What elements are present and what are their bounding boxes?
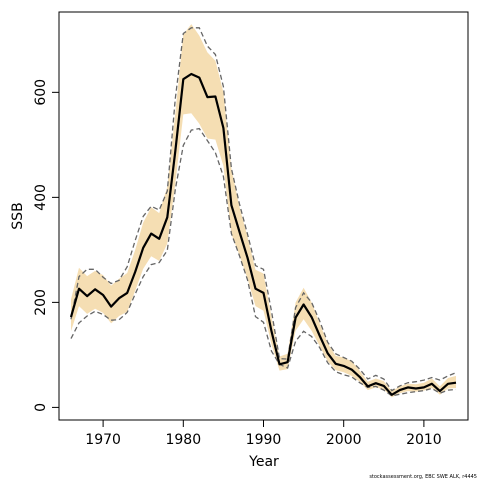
x-axis-title: Year <box>248 454 279 470</box>
y-tick-label: 0 <box>33 403 49 412</box>
credit-text: stockassessment.org, EBC SWE ALK, r4445 <box>369 474 477 480</box>
y-tick-label: 600 <box>33 79 49 106</box>
confidence-band <box>71 24 456 398</box>
x-axis: 1970 1980 1990 2000 2010 <box>85 419 442 448</box>
lower-dashed-line <box>70 127 457 397</box>
y-axis: 0 200 400 600 <box>33 79 60 412</box>
y-axis-title: SSB <box>10 202 26 229</box>
plot-layer <box>69 24 457 398</box>
plot-frame <box>58 11 469 421</box>
upper-dashed-line <box>70 27 457 392</box>
x-tick-label: 1980 <box>165 432 201 448</box>
y-tick-label: 400 <box>33 184 49 211</box>
x-tick-label: 2010 <box>406 432 442 448</box>
x-tick-label: 1970 <box>85 432 121 448</box>
y-tick-label: 200 <box>33 289 49 316</box>
ssb-estimate-line <box>69 72 457 396</box>
x-tick-label: 2000 <box>326 432 362 448</box>
x-tick-label: 1990 <box>246 432 282 448</box>
